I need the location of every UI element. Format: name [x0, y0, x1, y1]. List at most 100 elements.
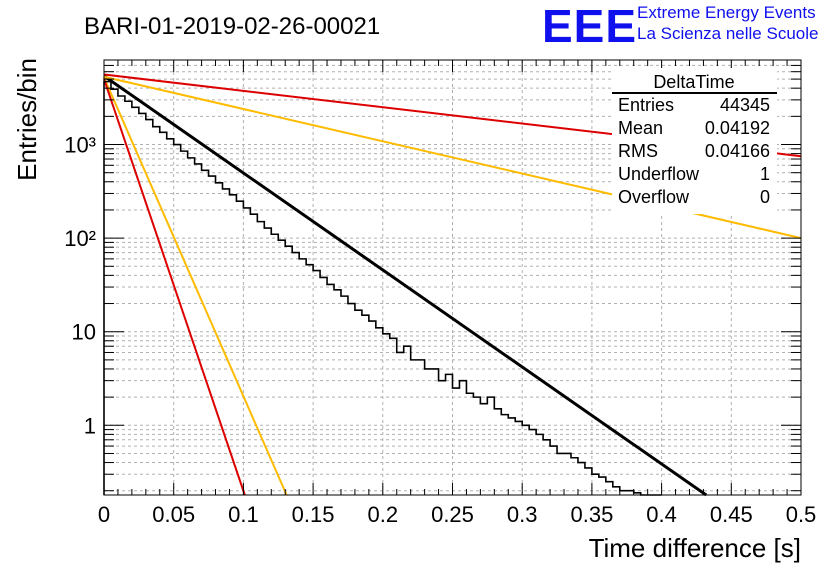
stats-row-label: Overflow: [618, 187, 690, 207]
histogram-bin: [627, 491, 634, 495]
chart-title: BARI-01-2019-02-26-00021: [84, 13, 380, 40]
histogram-bin: [174, 145, 181, 495]
x-tick-label: 0.5: [786, 502, 817, 527]
histogram-bin: [599, 477, 606, 495]
fit-line-yellow-lower: [103, 77, 288, 496]
histogram-bin: [181, 151, 188, 495]
histogram-bin: [487, 397, 494, 495]
histogram-bin: [341, 296, 348, 495]
histogram-bin: [320, 277, 327, 495]
histogram-bin: [306, 265, 313, 495]
stats-row-label: Entries: [618, 95, 674, 115]
fit-line-red-lower: [103, 78, 246, 496]
stats-row-value: 0: [760, 187, 770, 207]
histogram-bin: [432, 369, 439, 495]
histogram-bin: [125, 101, 132, 495]
histogram-bin: [411, 360, 418, 495]
histogram-bin: [397, 352, 404, 495]
histogram-bin: [146, 120, 153, 495]
histogram-bin: [453, 388, 460, 495]
histogram-bin: [550, 446, 557, 495]
stats-row-value: 0.04192: [705, 118, 770, 138]
y-tick-label: 10: [72, 320, 96, 345]
histogram-bin: [383, 334, 390, 495]
histogram-outline: [103, 80, 662, 496]
histogram-bin: [571, 458, 578, 495]
histogram-bin: [222, 189, 229, 495]
histogram-bin: [271, 234, 278, 495]
histogram-bin: [376, 328, 383, 495]
x-tick-label: 0.45: [710, 502, 753, 527]
histogram-bin: [229, 195, 236, 495]
x-tick-labels: 0 0.05 0.1 0.15 0.2 0.25 0.3 0.35 0.4 0.45 0.5: [98, 502, 816, 527]
histogram-bin: [543, 440, 550, 495]
stats-row-value: 44345: [720, 95, 770, 115]
x-tick-label: 0.3: [507, 502, 538, 527]
x-axis-title: Time difference [s]: [589, 533, 801, 563]
histogram-bin: [473, 397, 480, 495]
histogram-bin: [236, 201, 243, 495]
histogram-bin: [160, 132, 167, 495]
x-tick-label: 0.15: [292, 502, 335, 527]
histogram-bin: [278, 240, 285, 495]
logo-line-1: Extreme Energy Events: [637, 3, 816, 22]
histogram-bin: [369, 321, 376, 495]
histogram-bin: [348, 304, 355, 495]
histogram-bin: [536, 434, 543, 495]
fit-lines: [103, 73, 802, 497]
histogram-bin: [508, 418, 515, 495]
histogram-bin: [167, 139, 174, 495]
histogram-bin: [285, 246, 292, 495]
x-tick-label: 0.35: [570, 502, 613, 527]
histogram-bin: [362, 315, 369, 495]
histogram-bin: [418, 360, 425, 495]
y-axis-title: Entries/bin: [12, 58, 42, 181]
logo-line-2: La Scienza nelle Scuole: [637, 24, 818, 43]
stats-row-label: RMS: [618, 141, 658, 161]
histogram-bin: [132, 107, 139, 495]
histogram-bin: [501, 415, 508, 495]
histogram-bin: [592, 474, 599, 495]
stats-box: DeltaTime Entries 44345 Mean 0.04192 RMS 0.04…: [612, 68, 777, 214]
histogram-bin: [139, 113, 146, 495]
histogram: [103, 80, 662, 496]
histogram-bin: [327, 284, 334, 495]
y-tick-labels: 1 10 10² 10³: [64, 133, 96, 439]
histogram-bin: [334, 290, 341, 495]
histogram-bin: [153, 127, 160, 495]
histogram-bin: [480, 404, 487, 495]
histogram-bin: [439, 381, 446, 495]
logo-text: EEE: [542, 0, 637, 52]
y-tick-label: 1: [84, 413, 96, 438]
histogram-bin: [209, 176, 216, 495]
histogram-bin: [404, 346, 411, 495]
x-tick-label: 0.1: [228, 502, 259, 527]
histogram-bin: [557, 453, 564, 495]
histogram-bin: [529, 430, 536, 495]
axis-ticks: [103, 59, 802, 495]
histogram-bin: [257, 222, 264, 495]
histogram-bin: [264, 228, 271, 495]
histogram-bin: [250, 214, 257, 495]
stats-row-label: Underflow: [618, 164, 700, 184]
fit-line-fit: [103, 74, 708, 497]
histogram-bin: [578, 463, 585, 495]
histogram-bin: [188, 158, 195, 495]
y-tick-label: 10²: [64, 226, 96, 251]
histogram-bin: [446, 374, 453, 495]
histogram-bin: [390, 338, 397, 495]
histogram-bin: [118, 96, 125, 495]
stats-row-value: 1: [760, 164, 770, 184]
histogram-bin: [292, 253, 299, 495]
histogram-bin: [459, 381, 466, 495]
histogram-bin: [355, 310, 362, 495]
x-tick-label: 0.25: [431, 502, 474, 527]
stats-row-value: 0.04166: [705, 141, 770, 161]
histogram-bin: [613, 487, 620, 495]
histogram-bin: [202, 170, 209, 495]
histogram-bin: [585, 468, 592, 495]
stats-row-label: Mean: [618, 118, 663, 138]
x-tick-label: 0.4: [646, 502, 677, 527]
x-tick-label: 0.2: [368, 502, 399, 527]
